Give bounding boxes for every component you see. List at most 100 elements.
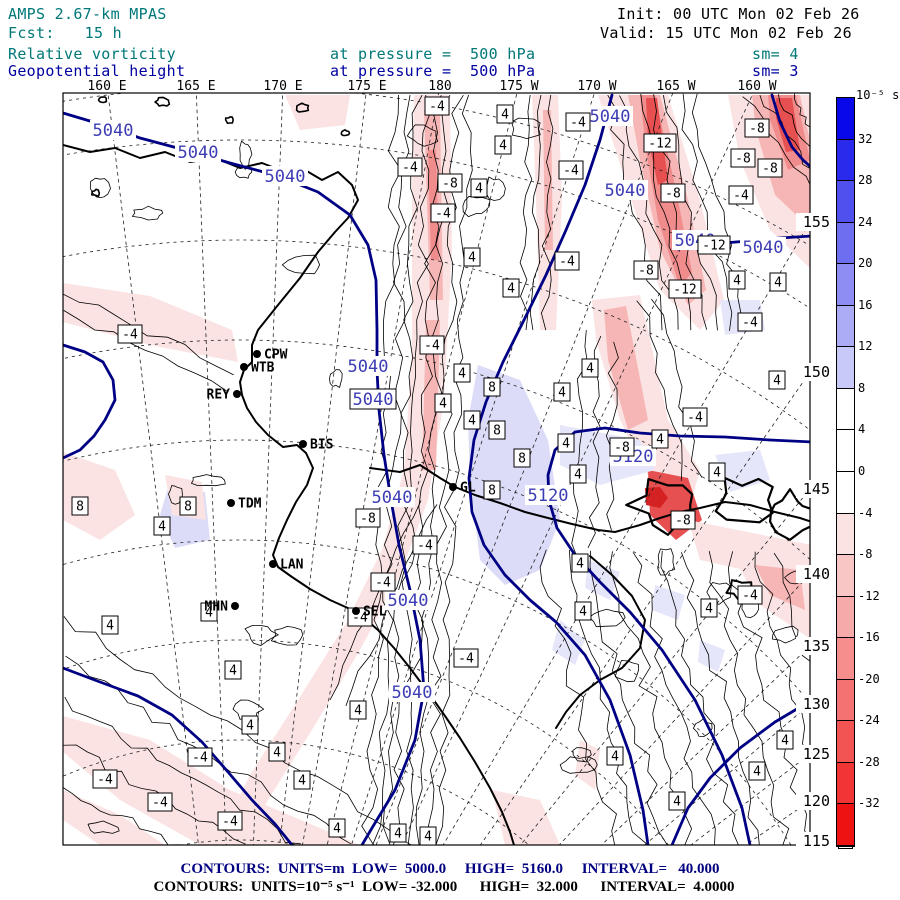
vorticity-contour-label: -8: [762, 162, 778, 177]
valid-time: Valid: 15 UTC Mon 02 Feb 26: [600, 24, 852, 42]
vorticity-contour-label: 4: [246, 719, 254, 734]
height-contour-label: 5040: [93, 121, 134, 141]
colorbar-units: 10⁻⁵ s⁻¹: [856, 88, 900, 102]
colorbar-cell: [837, 305, 854, 348]
field1-level: at pressure = 500 hPa: [330, 45, 536, 63]
vorticity-contour-label: -8: [665, 187, 681, 202]
right-axis-number: 125: [796, 745, 830, 763]
colorbar-tick-label: -16: [858, 630, 880, 645]
vorticity-contour-label: 4: [733, 274, 741, 289]
colorbar-tick-label: 20: [858, 256, 873, 271]
vorticity-contour-label: 4: [507, 282, 515, 297]
height-contour-label: 5040: [743, 238, 784, 258]
colorbar-tick-label: -28: [858, 754, 880, 769]
colorbar-cell: [837, 139, 854, 182]
colorbar-tick-label: -8: [858, 547, 873, 562]
colorbar-tick-label: 28: [858, 173, 873, 188]
vorticity-contour-label: -4: [687, 411, 703, 426]
vorticity-contour-label: 4: [611, 750, 619, 765]
colorbar-tick-label: 24: [858, 214, 873, 229]
vorticity-contour-label: 4: [673, 795, 681, 810]
colorbar-cell: [837, 388, 854, 431]
station-label: MHN: [205, 600, 229, 615]
vorticity-contour-label: 4: [354, 704, 362, 719]
vorticity-contour-label: -8: [735, 152, 751, 167]
vorticity-contour-label: -4: [417, 539, 433, 554]
vorticity-contour-label: 4: [205, 606, 213, 621]
height-contour-label: 5040: [348, 357, 389, 377]
vorticity-contour-label: -4: [424, 339, 440, 354]
vorticity-contour-label: 4: [586, 362, 594, 377]
vorticity-contour-label: -12: [673, 283, 696, 298]
right-axis-number: 150: [796, 363, 830, 381]
right-axis-number: 145: [796, 480, 830, 498]
vorticity-contour-label: 4: [424, 830, 432, 845]
vorticity-contour-label: 4: [773, 374, 781, 389]
vorticity-contour-label: -4: [97, 773, 113, 788]
vorticity-contour-label: -4: [402, 161, 418, 176]
station-label: REY: [207, 388, 231, 403]
top-axis-label: 170 E: [263, 79, 303, 94]
height-contour-label: 5040: [590, 107, 631, 127]
vorticity-contour-label: -12: [702, 239, 725, 254]
vorticity-contour-label: 8: [518, 452, 526, 467]
colorbar-cell: [837, 679, 854, 722]
vorticity-contour-label: 4: [713, 466, 721, 481]
top-axis-label: 180: [428, 79, 452, 94]
vorticity-contour-label: -4: [563, 164, 579, 179]
vorticity-contour-label: 8: [76, 500, 84, 515]
colorbar-cell: [837, 98, 854, 140]
vorticity-contour-label: 4: [656, 433, 664, 448]
vorticity-contour-label: -12: [648, 137, 671, 152]
colorbar-cell: [837, 430, 854, 472]
field2-level: at pressure = 500 hPa: [330, 62, 536, 80]
top-axis-label: 165 E: [176, 79, 216, 94]
vorticity-contour-label: -4: [152, 796, 168, 811]
height-contour-label: 5040: [605, 181, 646, 201]
vorticity-contour-label: 4: [562, 437, 570, 452]
forecast-hour: Fcst: 15 h: [8, 24, 122, 42]
vorticity-contour-label: 8: [184, 500, 192, 515]
top-axis-label: 165 W: [656, 79, 696, 94]
vorticity-contour-label: -8: [749, 122, 765, 137]
field2-name: Geopotential height: [8, 62, 186, 80]
right-axis-number: 140: [796, 565, 830, 583]
height-contour-label: 5040: [265, 167, 306, 187]
vorticity-contour-label: 4: [229, 664, 237, 679]
model-title: AMPS 2.67-km MPAS: [8, 5, 167, 23]
colorbar-cell: [837, 555, 854, 597]
colorbar-tick-label: 16: [858, 297, 873, 312]
field2-smoothing: sm= 3: [752, 62, 799, 80]
vorticity-contour-label: 4: [439, 397, 447, 412]
station-label: CPW: [264, 348, 288, 363]
vorticity-contour-label: 4: [499, 139, 507, 154]
height-contour-caption: CONTOURS: UNITS=m LOW= 5000.0 HIGH= 5160…: [180, 861, 720, 877]
vorticity-contour-label: 4: [298, 774, 306, 789]
colorbar-cell: [837, 472, 854, 514]
height-contour-label: 5120: [528, 486, 569, 506]
vorticity-contour-label: 4: [576, 557, 584, 572]
colorbar-tick-label: -24: [858, 713, 880, 728]
colorbar-tick-label: -20: [858, 671, 880, 686]
vorticity-contour-label: 4: [458, 367, 466, 382]
vorticity-contour-label: -4: [742, 589, 758, 604]
station-label: GL: [460, 481, 476, 496]
colorbar-cell: [837, 804, 854, 846]
colorbar-cell: [837, 762, 854, 805]
vorticity-contour-label: 4: [468, 414, 476, 429]
vorticity-contour-label: -4: [122, 328, 138, 343]
vorticity-contour-label: 4: [333, 822, 341, 837]
colorbar-tick-label: 4: [858, 422, 866, 437]
height-contour-label: 5040: [178, 143, 219, 163]
vorticity-contour-label: -8: [614, 441, 630, 456]
vorticity-contour-label: -8: [638, 264, 654, 279]
height-contour-label: 5040: [392, 683, 433, 703]
vorticity-contour-label: 4: [574, 468, 582, 483]
colorbar-cell: [837, 721, 854, 763]
vorticity-contour-label: 4: [774, 276, 782, 291]
station-label: LAN: [280, 558, 304, 573]
vorticity-contour-label: -4: [429, 100, 445, 115]
colorbar: [836, 97, 855, 847]
